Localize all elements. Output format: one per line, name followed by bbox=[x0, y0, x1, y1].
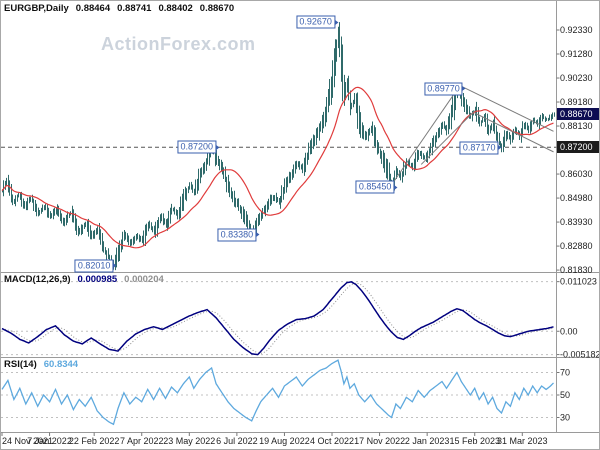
macd-indicator-header: MACD(12,26,9) 0.000985 0.000204 bbox=[4, 274, 164, 285]
macd-value-main: 0.000985 bbox=[77, 274, 118, 285]
date-label: 22 Feb 2022 bbox=[69, 436, 120, 446]
macd-value-signal: 0.000204 bbox=[124, 274, 164, 285]
macd-title-label: MACD(12,26,9) bbox=[4, 274, 71, 285]
trendline[interactable] bbox=[459, 85, 554, 132]
symbol-timeframe-label: EURGBP,Daily bbox=[4, 3, 69, 14]
chart-header: EURGBP,Daily 0.88464 0.88741 0.88402 0.8… bbox=[4, 3, 234, 14]
date-label: 7 Apr 2022 bbox=[120, 436, 164, 446]
y-axis-label: 0.83930 bbox=[560, 217, 593, 227]
ohlc-close-value: 0.88670 bbox=[199, 3, 235, 14]
actionforex-watermark: ActionForex.com bbox=[101, 34, 256, 54]
y-axis-label: 0.90230 bbox=[560, 73, 593, 83]
rsi-line bbox=[1, 359, 554, 426]
price-annotation[interactable]: 0.85450 bbox=[355, 180, 397, 194]
macd-axis-label: 0.00 bbox=[560, 326, 578, 336]
trendline[interactable] bbox=[474, 112, 554, 153]
rsi-indicator-header: RSI(14) 60.8344 bbox=[4, 359, 78, 370]
date-label: 31 Mar 2023 bbox=[497, 436, 548, 446]
date-label: 19 Aug 2022 bbox=[259, 436, 310, 446]
y-axis-label: 0.81830 bbox=[560, 265, 593, 275]
rsi-axis-label: 50 bbox=[560, 390, 570, 400]
price-annotation[interactable]: 0.89770 bbox=[424, 82, 466, 96]
rsi-axis-label: 70 bbox=[560, 368, 570, 378]
ohlc-high-value: 0.88741 bbox=[117, 3, 152, 14]
date-label: 7 Jan 2022 bbox=[27, 436, 72, 446]
rsi-title-label: RSI(14) bbox=[4, 359, 37, 370]
price-annotation[interactable]: 0.87170 bbox=[459, 141, 501, 155]
ohlc-open-value: 0.88464 bbox=[75, 3, 111, 14]
price-annotation[interactable]: 0.87200 bbox=[177, 140, 219, 154]
y-axis-label: 0.84980 bbox=[560, 193, 593, 203]
price-annotation[interactable]: 0.82010 bbox=[74, 259, 116, 273]
date-label: 24 Nov 2021 bbox=[2, 436, 53, 446]
trendline[interactable] bbox=[420, 110, 476, 165]
y-axis-label: 0.88130 bbox=[560, 121, 593, 131]
price-annotation[interactable]: 0.83380 bbox=[217, 228, 259, 242]
y-axis-label: 0.86030 bbox=[560, 169, 593, 179]
current-price-box: 0.88670 bbox=[557, 107, 599, 120]
rsi-axis-label: 30 bbox=[560, 413, 570, 423]
rsi-value: 60.8344 bbox=[43, 359, 79, 370]
y-axis-label: 0.89180 bbox=[560, 97, 593, 107]
date-label: 17 Nov 2022 bbox=[354, 436, 405, 446]
macd-line bbox=[1, 281, 554, 356]
price-annotation[interactable]: 0.92670 bbox=[296, 15, 338, 29]
y-axis-label: 0.92330 bbox=[560, 25, 593, 35]
macd-axis-label: 0.011023 bbox=[560, 277, 597, 287]
date-label: 15 Feb 2023 bbox=[449, 436, 500, 446]
date-label: 6 Jul 2022 bbox=[216, 436, 258, 446]
date-label: 2 Jan 2023 bbox=[405, 436, 450, 446]
level-price-box: 0.87200 bbox=[557, 141, 599, 154]
y-axis-label: 0.91280 bbox=[560, 49, 593, 59]
ohlc-low-value: 0.88402 bbox=[158, 3, 193, 14]
date-label: 4 Oct 2022 bbox=[310, 436, 354, 446]
macd-axis-label: -0.005182 bbox=[560, 350, 600, 360]
y-axis-label: 0.82880 bbox=[560, 241, 593, 251]
trendline[interactable] bbox=[391, 85, 461, 186]
date-label: 23 May 2022 bbox=[163, 436, 215, 446]
